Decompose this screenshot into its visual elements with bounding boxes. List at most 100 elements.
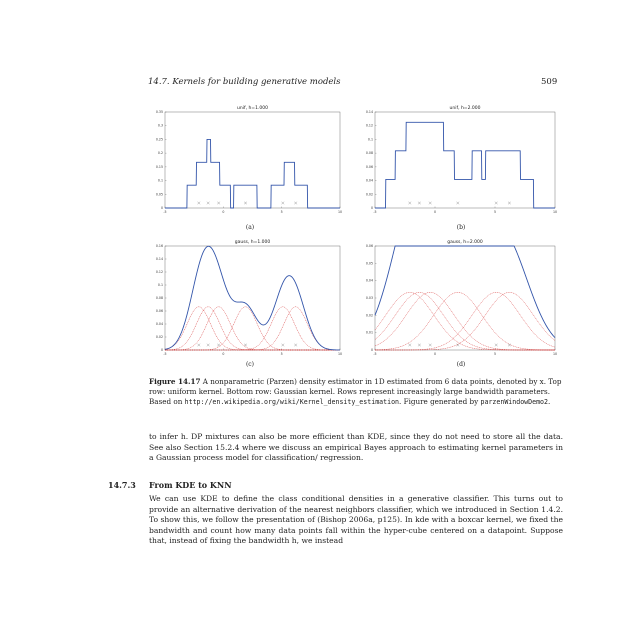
y-tick-label: 0.14 — [156, 257, 163, 261]
chart-panel-c: gauss, h=1.000 0 0.02 0.04 0.06 0.08 0.1 0.12 0.… — [156, 239, 342, 356]
kernel-curve — [374, 292, 555, 351]
y-tick-label: 0.03 — [366, 296, 373, 300]
data-point-marker — [244, 201, 247, 205]
body-paragraph-2: We can use KDE to define the class condi… — [149, 494, 563, 545]
data-point-marker — [206, 343, 210, 347]
axes-box — [164, 111, 341, 209]
panel-a-label: (a) — [245, 224, 255, 231]
data-point-marker — [456, 201, 460, 205]
x-tick-label: 5 — [281, 210, 283, 214]
y-tick-label: 0.05 — [156, 192, 163, 196]
y-tick-label: 0.3 — [158, 124, 163, 128]
caption-mid: . Figure generated by — [399, 396, 481, 406]
x-tick-label: -5 — [163, 352, 166, 356]
data-point-marker — [244, 343, 247, 347]
data-point-marker — [294, 201, 298, 205]
kernel-curve — [375, 292, 556, 351]
y-tick-label: 0.06 — [366, 165, 373, 169]
y-tick-label: 0.1 — [368, 137, 373, 141]
running-header: 14.7. Kernels for building generative mo… — [148, 77, 341, 87]
x-tick-label: 0 — [222, 210, 224, 214]
panel-a: unif, h=1.000 0 0.05 0.1 0.15 0.2 0.25 0.3 0.35 -… — [145, 100, 345, 218]
kernel-curve — [165, 306, 340, 351]
caption-code: parzenWindowDemo2 — [480, 397, 549, 406]
x-tick-label: 10 — [553, 352, 557, 356]
data-point-marker — [408, 201, 412, 205]
data-point-marker — [206, 201, 210, 205]
kernel-curve — [375, 292, 556, 351]
panel-c-label: (c) — [245, 361, 255, 368]
data-point-marker — [494, 343, 498, 347]
density-curve — [375, 121, 555, 209]
chart-panel-b: unif, h=2.000 0 0.02 0.04 0.06 0.08 0.1 0.12 0.1… — [366, 105, 557, 214]
panel-title: gauss, h=1.000 — [235, 239, 271, 245]
density-curve — [164, 245, 341, 351]
kernel-curve — [164, 306, 340, 351]
data-point-marker — [428, 201, 432, 205]
x-tick-label: 5 — [494, 210, 496, 214]
data-point-marker — [281, 343, 285, 347]
x-tick-label: -5 — [373, 352, 376, 356]
y-tick-label: 0.01 — [366, 331, 373, 335]
x-tick-label: 0 — [222, 352, 224, 356]
y-tick-label: 0.06 — [366, 244, 373, 248]
panel-title: unif, h=1.000 — [237, 105, 268, 111]
panel-title: unif, h=2.000 — [450, 105, 481, 111]
x-tick-label: -5 — [163, 210, 166, 214]
data-point-marker — [217, 201, 221, 205]
y-tick-label: 0.04 — [156, 322, 163, 326]
x-tick-label: 10 — [553, 210, 557, 214]
panel-title: gauss, h=2.000 — [447, 239, 483, 245]
y-tick-label: 0 — [161, 206, 163, 210]
y-tick-label: 0.04 — [366, 179, 373, 183]
data-point-marker — [456, 343, 460, 347]
x-tick-label: 5 — [281, 352, 283, 356]
density-curve — [374, 245, 556, 338]
data-point-marker — [281, 201, 285, 205]
section-title: From KDE to KNN — [149, 480, 232, 490]
caption-end: . — [548, 396, 551, 406]
y-tick-label: 0.16 — [156, 244, 163, 248]
caption-label: Figure 14.17 — [149, 377, 201, 386]
x-tick-label: 0 — [434, 210, 436, 214]
x-tick-label: 5 — [494, 352, 496, 356]
panel-d-label: (d) — [456, 361, 466, 368]
data-point-marker — [217, 343, 221, 347]
y-tick-label: 0.14 — [366, 110, 373, 114]
body-paragraph-1: to infer h. DP mixtures can also be more… — [149, 432, 563, 462]
data-point-marker — [408, 343, 412, 347]
y-tick-label: 0.12 — [156, 270, 163, 274]
kernel-curve — [165, 306, 340, 351]
y-tick-label: 0.06 — [156, 309, 163, 313]
data-point-marker — [417, 201, 421, 205]
y-tick-label: 0.12 — [366, 124, 373, 128]
data-point-marker — [197, 201, 201, 205]
y-tick-label: 0.25 — [156, 137, 163, 141]
y-tick-label: 0.08 — [366, 151, 373, 155]
data-point-marker — [507, 201, 511, 205]
panel-b-label: (b) — [456, 224, 466, 231]
y-tick-label: 0.02 — [156, 335, 163, 339]
y-tick-label: 0.35 — [156, 110, 163, 114]
caption-text: A nonparametric (Parzen) density estimat… — [149, 377, 562, 406]
kernel-curve — [165, 306, 340, 351]
y-tick-label: 0.05 — [366, 261, 373, 265]
y-tick-label: 0 — [371, 348, 373, 352]
y-tick-label: 0 — [371, 206, 373, 210]
kernel-curve — [165, 306, 340, 351]
section-number: 14.7.3 — [108, 480, 136, 490]
caption-url: http://en.wikipedia.org/wiki/Kernel_dens… — [184, 397, 400, 406]
y-tick-label: 0.02 — [366, 313, 373, 317]
kernel-curve — [374, 292, 555, 351]
y-tick-label: 0.2 — [158, 151, 163, 155]
data-point-marker — [417, 343, 421, 347]
axes-box — [374, 245, 556, 351]
chart-panel-d: gauss, h=2.000 0 0.01 0.02 0.03 0.04 0.05 0.06 -… — [366, 239, 557, 356]
density-curve — [165, 138, 340, 209]
x-tick-label: -5 — [373, 210, 376, 214]
data-point-marker — [428, 343, 432, 347]
panel-d: gauss, h=2.000 0 0.01 0.02 0.03 0.04 0.05 0.06 -… — [355, 236, 560, 356]
y-tick-label: 0.04 — [366, 279, 373, 283]
axes-box — [374, 111, 556, 209]
panel-c: gauss, h=1.000 0 0.02 0.04 0.06 0.08 0.1 0.12 0.… — [145, 236, 345, 356]
